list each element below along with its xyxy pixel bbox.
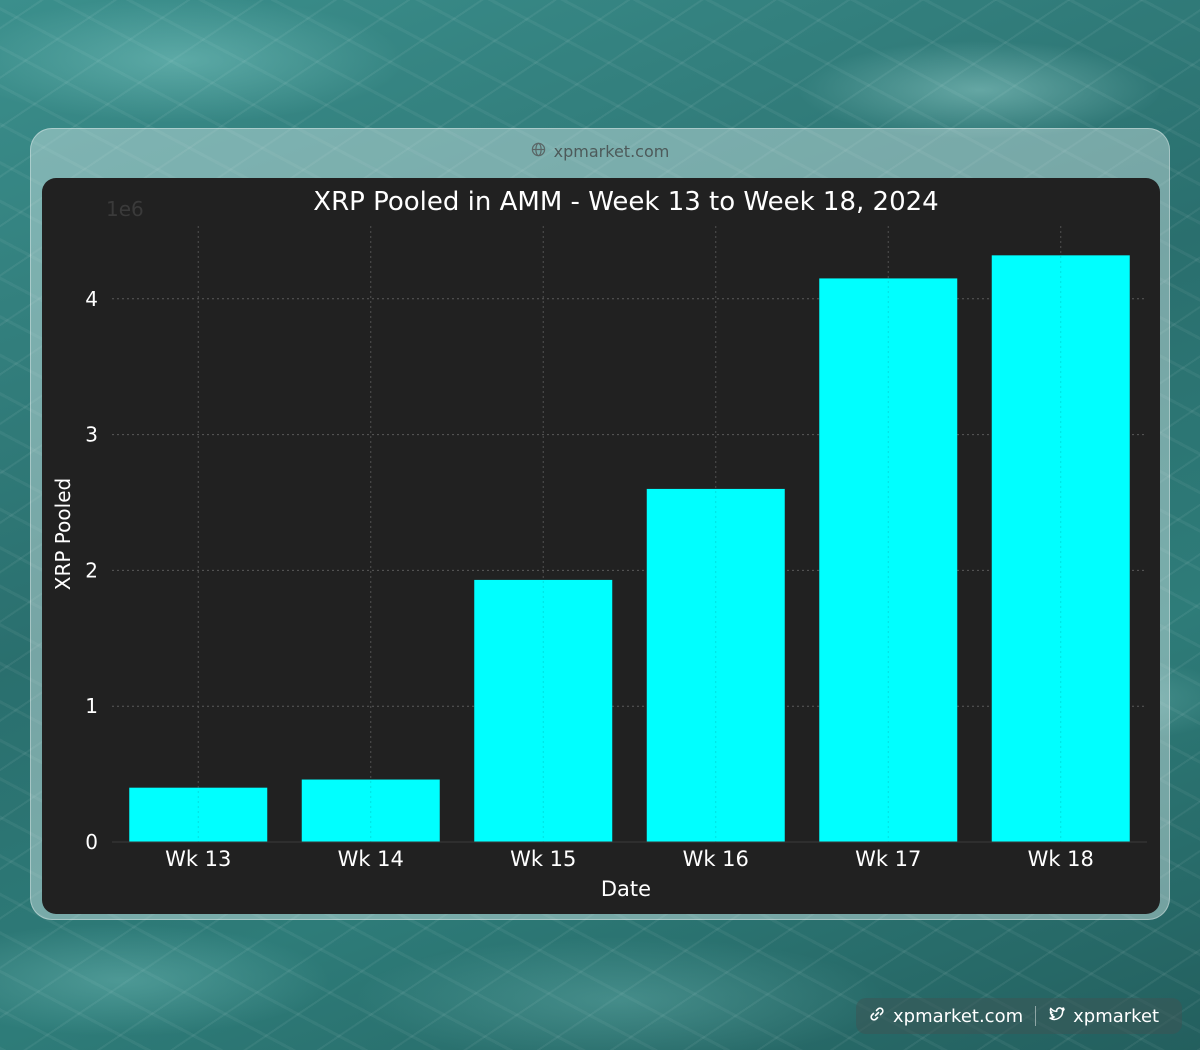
axes: 0 1 2 3 4 Wk 13 Wk 14 Wk 15 Wk 16 Wk 17 Wk 18 <box>85 287 1147 871</box>
y-tick-label: 3 <box>85 423 98 447</box>
bar <box>991 255 1130 842</box>
bar <box>646 488 785 842</box>
footer-links: xpmarket.com xpmarket <box>856 998 1182 1034</box>
y-tick-label: 4 <box>85 287 98 311</box>
x-tick-label: Wk 18 <box>1028 847 1094 871</box>
website-link[interactable]: xpmarket.com <box>856 1005 1035 1028</box>
bar-chart: 0 1 2 3 4 Wk 13 Wk 14 Wk 15 Wk 16 Wk 17 Wk 18 XRP … <box>51 187 1147 901</box>
y-axis-label: XRP Pooled <box>51 478 75 590</box>
url-bar: xpmarket.com <box>30 138 1170 164</box>
chart-title: XRP Pooled in AMM - Week 13 to Week 18, … <box>313 187 938 217</box>
twitter-icon <box>1048 1005 1066 1028</box>
x-tick-label: Wk 14 <box>338 847 404 871</box>
y-tick-label: 1 <box>85 694 98 718</box>
globe-icon <box>531 142 546 161</box>
y-tick-label: 0 <box>85 830 98 854</box>
x-tick-label: Wk 17 <box>855 847 921 871</box>
twitter-handle: xpmarket <box>1073 1005 1160 1027</box>
y-axis-offset-label: 1e6 <box>106 197 144 221</box>
chart-panel: 0 1 2 3 4 Wk 13 Wk 14 Wk 15 Wk 16 Wk 17 Wk 18 XRP … <box>42 178 1160 914</box>
bars <box>129 226 1130 842</box>
x-tick-label: Wk 16 <box>683 847 749 871</box>
x-tick-label: Wk 15 <box>510 847 576 871</box>
y-tick-label: 2 <box>85 558 98 582</box>
bar <box>819 278 958 842</box>
bar <box>474 579 613 842</box>
website-link-text: xpmarket.com <box>893 1005 1024 1027</box>
divider <box>1035 1006 1037 1026</box>
link-icon <box>868 1005 886 1028</box>
url-text: xpmarket.com <box>553 141 670 161</box>
bar <box>129 787 268 842</box>
x-tick-label: Wk 13 <box>165 847 231 871</box>
bar <box>301 779 440 842</box>
twitter-link[interactable]: xpmarket <box>1036 1005 1171 1028</box>
x-axis-label: Date <box>601 877 651 901</box>
